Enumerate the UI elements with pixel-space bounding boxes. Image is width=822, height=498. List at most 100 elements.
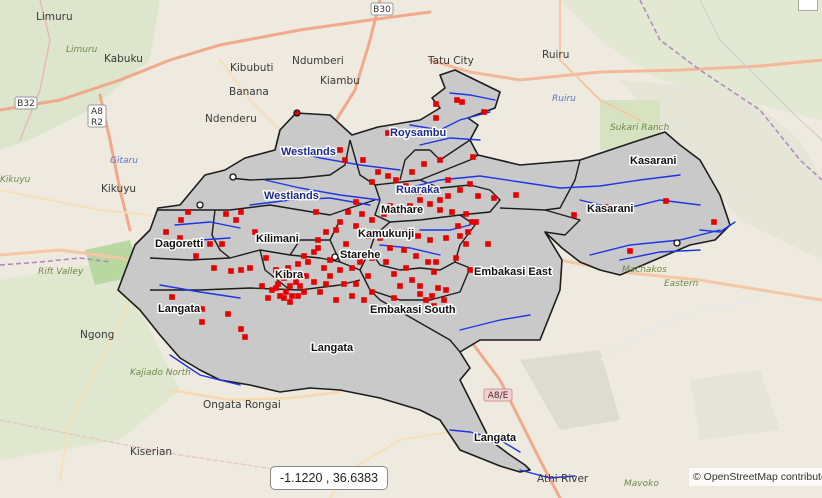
incident-marker[interactable] [409, 169, 415, 175]
incident-marker[interactable] [281, 295, 287, 301]
incident-marker[interactable] [277, 293, 283, 299]
incident-marker[interactable] [449, 209, 455, 215]
incident-marker[interactable] [305, 259, 311, 265]
incident-marker[interactable] [433, 101, 439, 107]
incident-marker[interactable] [603, 204, 609, 210]
incident-marker[interactable] [311, 249, 317, 255]
incident-marker[interactable] [407, 307, 413, 313]
incident-marker[interactable] [397, 209, 403, 215]
incident-marker[interactable] [223, 211, 229, 217]
incident-marker[interactable] [463, 211, 469, 217]
incident-marker[interactable] [281, 275, 287, 281]
incident-marker[interactable] [265, 295, 271, 301]
incident-marker[interactable] [275, 281, 281, 287]
incident-marker[interactable] [341, 281, 347, 287]
incident-marker[interactable] [343, 241, 349, 247]
incident-marker[interactable] [431, 303, 437, 309]
incident-marker[interactable] [211, 265, 217, 271]
incident-marker[interactable] [360, 157, 366, 163]
incident-marker[interactable] [178, 217, 184, 223]
incident-marker[interactable] [323, 229, 329, 235]
incident-marker[interactable] [470, 154, 476, 160]
incident-marker[interactable] [238, 209, 244, 215]
incident-marker[interactable] [463, 241, 469, 247]
incident-marker[interactable] [417, 283, 423, 289]
incident-marker[interactable] [315, 237, 321, 243]
incident-marker[interactable] [393, 177, 399, 183]
incident-marker[interactable] [337, 267, 343, 273]
incident-marker[interactable] [273, 285, 279, 291]
incident-marker[interactable] [295, 261, 301, 267]
incident-marker[interactable] [427, 185, 433, 191]
incident-marker[interactable] [313, 209, 319, 215]
incident-marker[interactable] [303, 273, 309, 279]
incident-marker[interactable] [429, 293, 435, 299]
incident-marker[interactable] [353, 281, 359, 287]
incident-marker[interactable] [365, 233, 371, 239]
incident-marker[interactable] [383, 259, 389, 265]
incident-marker[interactable] [427, 237, 433, 243]
incident-marker[interactable] [627, 248, 633, 254]
incident-marker[interactable] [387, 203, 393, 209]
incident-marker[interactable] [317, 289, 323, 295]
incident-marker[interactable] [297, 283, 303, 289]
incident-marker[interactable] [169, 294, 175, 300]
incident-marker[interactable] [219, 241, 225, 247]
incident-marker[interactable] [349, 293, 355, 299]
incident-marker[interactable] [385, 173, 391, 179]
incident-marker[interactable] [293, 279, 299, 285]
incident-marker[interactable] [242, 334, 248, 340]
incident-marker[interactable] [369, 179, 375, 185]
incident-marker[interactable] [663, 198, 669, 204]
incident-marker[interactable] [417, 197, 423, 203]
incident-marker[interactable] [391, 229, 397, 235]
incident-marker[interactable] [345, 209, 351, 215]
incident-marker[interactable] [327, 273, 333, 279]
incident-marker[interactable] [238, 326, 244, 332]
incident-marker[interactable] [433, 259, 439, 265]
incident-marker[interactable] [301, 289, 307, 295]
incident-marker[interactable] [377, 235, 383, 241]
incident-marker[interactable] [401, 247, 407, 253]
incident-marker[interactable] [207, 241, 213, 247]
incident-marker[interactable] [437, 197, 443, 203]
incident-marker[interactable] [403, 183, 409, 189]
incident-marker[interactable] [457, 187, 463, 193]
incident-marker[interactable] [289, 293, 295, 299]
incident-marker[interactable] [163, 229, 169, 235]
incident-marker[interactable] [301, 253, 307, 259]
incident-marker[interactable] [277, 271, 283, 277]
incident-marker[interactable] [238, 267, 244, 273]
incident-marker[interactable] [177, 235, 183, 241]
incident-marker[interactable] [369, 289, 375, 295]
incident-marker[interactable] [287, 299, 293, 305]
incident-marker[interactable] [315, 245, 321, 251]
incident-marker[interactable] [457, 233, 463, 239]
incident-marker[interactable] [413, 253, 419, 259]
incident-marker[interactable] [431, 269, 437, 275]
incident-marker[interactable] [407, 203, 413, 209]
incident-marker[interactable] [375, 169, 381, 175]
incident-marker[interactable] [342, 157, 348, 163]
incident-marker[interactable] [321, 265, 327, 271]
incident-marker[interactable] [415, 189, 421, 195]
incident-marker[interactable] [287, 283, 293, 289]
incident-marker[interactable] [513, 192, 519, 198]
incident-marker[interactable] [359, 211, 365, 217]
incident-marker[interactable] [337, 219, 343, 225]
incident-marker[interactable] [285, 265, 291, 271]
incident-marker[interactable] [385, 130, 391, 136]
incident-marker[interactable] [455, 223, 461, 229]
incident-marker[interactable] [475, 193, 481, 199]
incident-marker[interactable] [349, 265, 355, 271]
incident-marker[interactable] [423, 297, 429, 303]
incident-marker[interactable] [437, 157, 443, 163]
incident-marker[interactable] [403, 265, 409, 271]
incident-marker[interactable] [445, 193, 451, 199]
incident-marker[interactable] [465, 229, 471, 235]
incident-marker[interactable] [333, 227, 339, 233]
incident-marker[interactable] [369, 217, 375, 223]
map-attribution[interactable]: © OpenStreetMap contributors [689, 468, 822, 486]
incident-marker[interactable] [199, 306, 205, 312]
